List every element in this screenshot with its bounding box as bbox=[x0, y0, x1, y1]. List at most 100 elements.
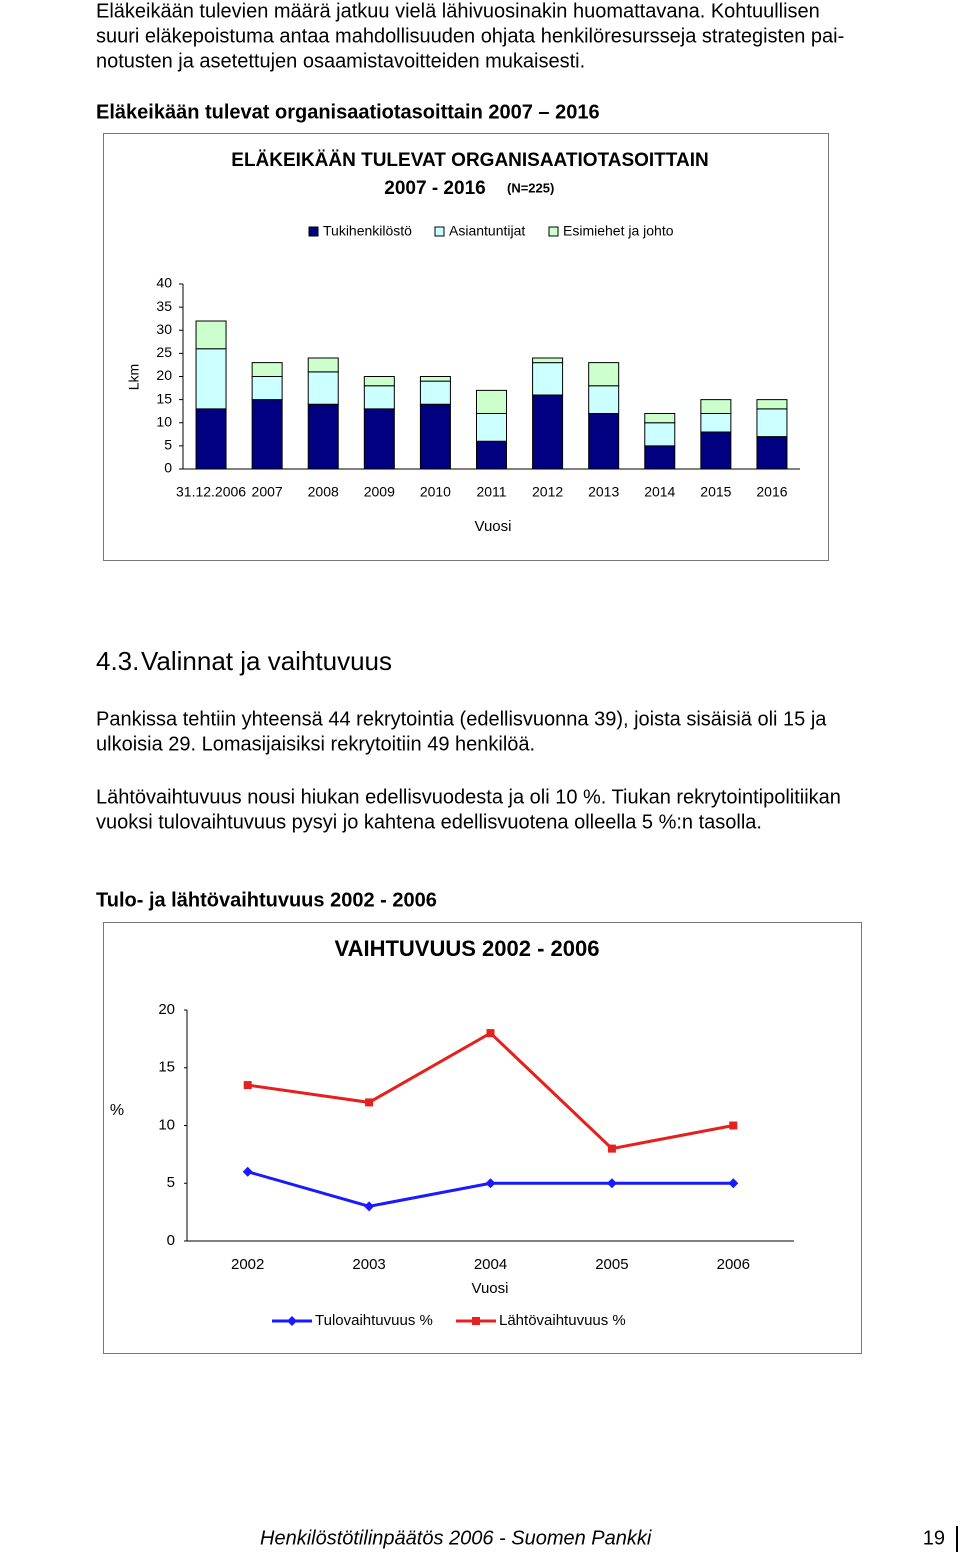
x-tick-label: 2005 bbox=[595, 1256, 628, 1273]
x-tick-label: 2012 bbox=[532, 484, 563, 500]
y-axis-label: % bbox=[110, 1102, 124, 1119]
bar-segment bbox=[419, 380, 451, 405]
x-tick-label: 2008 bbox=[308, 484, 339, 500]
bar-segment bbox=[251, 399, 283, 470]
x-tick-label: 31.12.2006 bbox=[176, 484, 246, 500]
y-tick-label: 30 bbox=[156, 321, 172, 337]
bar-segment bbox=[588, 413, 620, 470]
bar-segment bbox=[195, 348, 227, 410]
y-tick-label: 5 bbox=[167, 1174, 175, 1191]
text-line: suuri eläkepoistuma antaa mahdollisuuden… bbox=[96, 25, 844, 47]
bar-segment bbox=[363, 385, 395, 410]
legend-marker bbox=[287, 1316, 297, 1326]
legend-swatch bbox=[308, 226, 319, 237]
legend-swatch bbox=[548, 226, 559, 237]
legend-label: Lähtövaihtuvuus % bbox=[499, 1312, 626, 1329]
y-tick-label: 0 bbox=[164, 460, 172, 476]
chart-note: (N=225) bbox=[507, 180, 554, 195]
chart-title: ELÄKEIKÄÄN TULEVAT ORGANISAATIOTASOITTAI… bbox=[231, 150, 708, 171]
section-number: 4.3. bbox=[96, 646, 139, 676]
section-title: Valinnat ja vaihtuvuus bbox=[141, 646, 392, 676]
y-tick-label: 10 bbox=[158, 1116, 175, 1133]
x-tick-label: 2004 bbox=[474, 1256, 507, 1273]
marker bbox=[365, 1098, 374, 1107]
figure-heading: Tulo- ja lähtövaihtuvuus 2002 - 2006 bbox=[96, 889, 437, 911]
bar-segment bbox=[419, 403, 451, 470]
bar-segment bbox=[588, 362, 620, 387]
x-tick-label: 2006 bbox=[717, 1256, 750, 1273]
chart: VAIHTUVUUS 2002 - 2006% Vuosi 0 5 10 15 20 2002… bbox=[110, 936, 794, 1329]
y-tick-label: 0 bbox=[167, 1232, 175, 1249]
marker bbox=[729, 1121, 738, 1130]
bar-segment bbox=[588, 385, 620, 414]
x-axis-label: Vuosi bbox=[472, 1280, 509, 1297]
y-tick-label: 5 bbox=[164, 437, 172, 453]
legend-label: Esimiehet ja johto bbox=[563, 223, 674, 239]
bar-segment bbox=[476, 413, 507, 442]
chart-subtitle: 2007 - 2016 bbox=[384, 178, 485, 199]
x-axis-label: Vuosi bbox=[475, 518, 512, 535]
bar-segment bbox=[700, 431, 732, 470]
marker bbox=[728, 1178, 739, 1189]
bar-segment bbox=[307, 371, 339, 405]
bar-segment bbox=[700, 399, 732, 414]
legend-marker bbox=[472, 1317, 480, 1325]
y-tick-label: 35 bbox=[156, 298, 172, 314]
bar-segment bbox=[195, 320, 227, 350]
y-tick-label: 15 bbox=[158, 1059, 175, 1076]
bar-segment bbox=[644, 413, 676, 424]
text-line: Eläkeikään tulevien määrä jatkuu vielä l… bbox=[96, 0, 820, 22]
x-tick-label: 2002 bbox=[231, 1256, 264, 1273]
y-axis-label: Lkm bbox=[126, 364, 142, 390]
x-tick-label: 2016 bbox=[756, 484, 787, 500]
marker bbox=[485, 1178, 496, 1189]
y-tick-label: 20 bbox=[158, 1001, 175, 1018]
chart: ELÄKEIKÄÄN TULEVAT ORGANISAATIOTASOITTAI… bbox=[126, 150, 800, 535]
bar-segment bbox=[307, 357, 339, 373]
text-line: Lähtövaihtuvuus nousi hiukan edellisvuod… bbox=[96, 786, 841, 808]
y-tick-label: 20 bbox=[156, 367, 172, 383]
bar-segment bbox=[251, 376, 283, 401]
marker bbox=[607, 1144, 616, 1153]
bar-segment bbox=[476, 440, 507, 470]
legend-swatch bbox=[434, 226, 445, 237]
bar-segment bbox=[756, 399, 788, 410]
figure-heading: Eläkeikään tulevat organisaatiotasoittai… bbox=[96, 101, 600, 123]
bar-segment bbox=[195, 408, 227, 470]
x-tick-label: 2013 bbox=[588, 484, 619, 500]
chart-frame bbox=[103, 922, 862, 1354]
chart-title: VAIHTUVUUS 2002 - 2006 bbox=[335, 936, 600, 961]
intro: Eläkeikään tulevien määrä jatkuu vielä l… bbox=[96, 0, 844, 72]
bar-segment bbox=[644, 422, 676, 447]
text-line: Pankissa tehtiin yhteensä 44 rekrytointi… bbox=[96, 708, 827, 730]
text-line: vuoksi tulovaihtuvuus pysyi jo kahtena e… bbox=[96, 811, 762, 833]
bar-segment bbox=[700, 413, 732, 433]
bar-segment bbox=[363, 376, 395, 387]
marker bbox=[606, 1178, 617, 1189]
x-tick-label: 2003 bbox=[352, 1256, 385, 1273]
bar-segment bbox=[363, 408, 395, 470]
text-line: ulkoisia 29. Lomasijaisiksi rekrytoitiin… bbox=[96, 733, 535, 755]
legend-label: Tukihenkilöstö bbox=[323, 223, 412, 239]
marker bbox=[243, 1081, 252, 1090]
x-tick-label: 2010 bbox=[420, 484, 451, 500]
y-tick-label: 10 bbox=[156, 413, 172, 429]
bar-segment bbox=[532, 362, 564, 396]
bar-segment bbox=[532, 357, 564, 364]
y-tick-label: 25 bbox=[156, 344, 172, 360]
marker bbox=[364, 1201, 375, 1212]
bar-segment bbox=[307, 403, 339, 470]
bar-segment bbox=[756, 408, 788, 438]
marker bbox=[486, 1029, 495, 1038]
x-tick-label: 2014 bbox=[644, 484, 675, 500]
bar-segment bbox=[419, 376, 451, 382]
x-tick-label: 2015 bbox=[700, 484, 731, 500]
legend-label: Asiantuntijat bbox=[449, 223, 525, 239]
page-number: 19 bbox=[923, 1527, 945, 1549]
x-tick-label: 2011 bbox=[476, 484, 506, 500]
y-tick-label: 15 bbox=[156, 390, 172, 406]
x-tick-label: 2009 bbox=[364, 484, 395, 500]
bar-segment bbox=[476, 389, 507, 414]
bar-segment bbox=[251, 362, 283, 377]
